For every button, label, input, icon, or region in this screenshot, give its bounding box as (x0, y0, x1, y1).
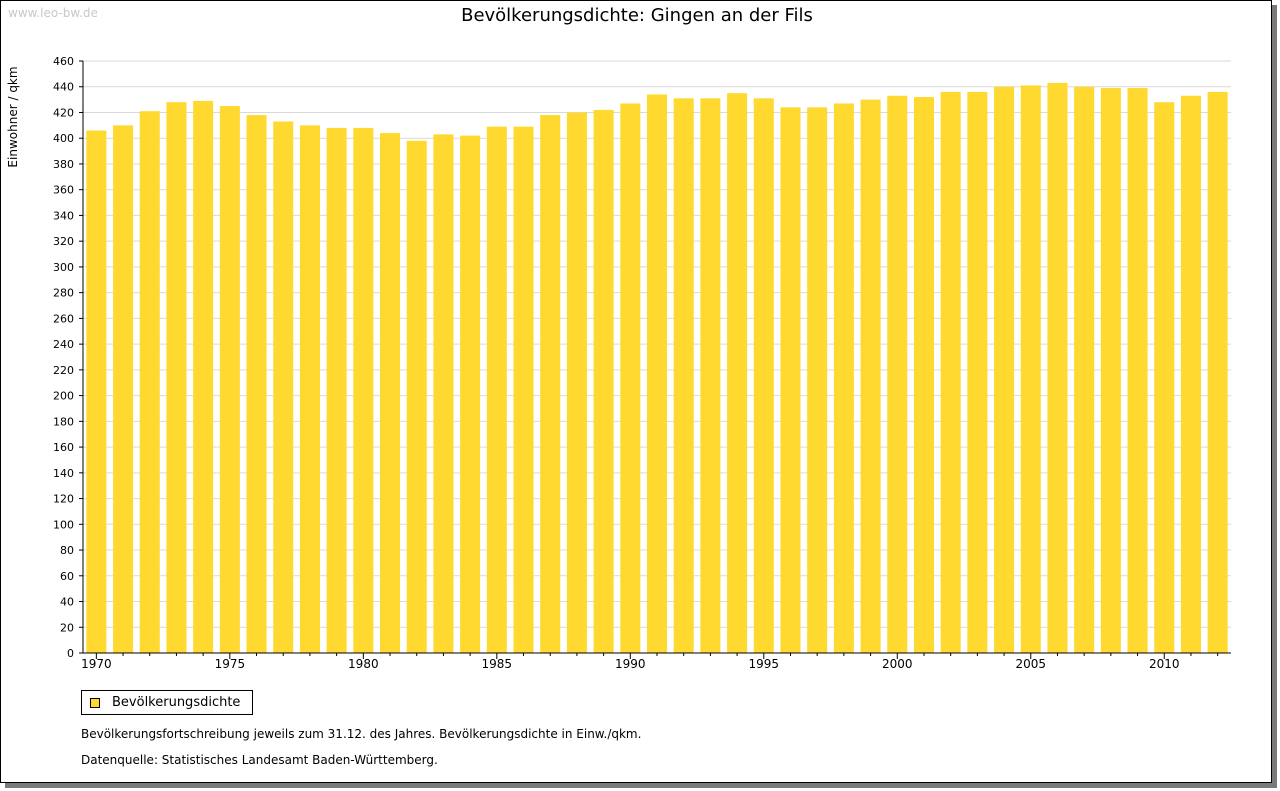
bar-1993 (700, 98, 721, 654)
watermark: www.leo-bw.de (8, 6, 98, 20)
bar-1991 (646, 94, 668, 653)
bar-1988 (566, 112, 587, 653)
bar-2007 (1074, 86, 1095, 653)
y-tick-label: 140 (53, 467, 74, 480)
y-tick-label: 440 (53, 81, 74, 94)
x-tick-label: 2010 (1149, 657, 1180, 671)
bar-1987 (540, 115, 561, 653)
bar-1999 (860, 99, 881, 653)
y-tick-label: 220 (53, 364, 74, 377)
bar-2011 (1180, 95, 1201, 654)
bar-2009 (1127, 88, 1148, 654)
x-tick-label: 1970 (81, 657, 112, 671)
x-tick-label: 1985 (482, 657, 513, 671)
bar-1997 (807, 107, 828, 653)
bar-2012 (1207, 91, 1228, 653)
legend: Bevölkerungsdichte (81, 690, 254, 715)
bar-2010 (1154, 102, 1175, 653)
y-tick-label: 400 (53, 132, 74, 145)
y-tick-label: 320 (53, 235, 74, 248)
bar-2005 (1020, 85, 1041, 654)
bar-2001 (913, 97, 934, 653)
x-tick-label: 1980 (348, 657, 379, 671)
bar-2004 (994, 86, 1015, 653)
bar-1986 (513, 126, 534, 654)
y-tick-label: 180 (53, 415, 74, 428)
bar-1973 (166, 102, 187, 653)
y-tick-label: 260 (53, 312, 74, 325)
bar-2006 (1047, 82, 1068, 654)
bar-1981 (380, 133, 401, 653)
y-tick-label: 420 (53, 106, 74, 119)
bar-2003 (967, 91, 988, 653)
bar-2000 (887, 95, 908, 654)
bar-1995 (753, 98, 774, 654)
bar-1983 (433, 134, 454, 654)
bar-1994 (727, 93, 748, 654)
legend-swatch (90, 697, 100, 708)
footnote-method: Bevölkerungsfortschreibung jeweils zum 3… (81, 727, 642, 741)
y-tick-label: 340 (53, 209, 74, 222)
bar-1990 (620, 103, 641, 654)
bar-1984 (460, 135, 481, 653)
y-tick-label: 160 (53, 441, 74, 454)
bar-1971 (113, 125, 134, 653)
bar-1976 (246, 115, 267, 653)
bar-1985 (486, 126, 507, 654)
x-tick-label: 1975 (215, 657, 246, 671)
bar-1982 (406, 140, 427, 653)
bar-1975 (219, 106, 240, 654)
y-tick-label: 460 (53, 55, 74, 68)
y-tick-label: 240 (53, 338, 74, 351)
bar-1992 (673, 98, 694, 654)
y-tick-label: 200 (53, 390, 74, 403)
y-tick-label: 380 (53, 158, 74, 171)
bar-1974 (193, 100, 214, 654)
bar-1979 (326, 127, 347, 653)
y-axis-label: Einwohner / qkm (6, 66, 20, 167)
x-tick-label: 1990 (615, 657, 646, 671)
bar-1998 (833, 103, 854, 654)
bar-1978 (299, 125, 320, 653)
bar-2002 (940, 91, 961, 653)
bar-1970 (86, 130, 107, 653)
footnote-source: Datenquelle: Statistisches Landesamt Bad… (81, 753, 438, 767)
bar-1980 (353, 127, 374, 653)
bar-1972 (139, 111, 160, 654)
bar-1996 (780, 107, 801, 653)
y-tick-label: 40 (60, 596, 74, 609)
bar-2008 (1100, 88, 1121, 654)
y-tick-label: 300 (53, 261, 74, 274)
legend-label: Bevölkerungsdichte (112, 695, 241, 710)
y-tick-label: 360 (53, 184, 74, 197)
chart-title: Bevölkerungsdichte: Gingen an der Fils (461, 5, 813, 26)
y-tick-label: 280 (53, 287, 74, 300)
y-tick-label: 20 (60, 621, 74, 634)
y-tick-label: 60 (60, 570, 74, 583)
bar-1989 (593, 109, 614, 653)
bar-1977 (273, 121, 294, 654)
x-tick-label: 2000 (882, 657, 913, 671)
x-tick-label: 1995 (749, 657, 780, 671)
y-tick-label: 120 (53, 493, 74, 506)
y-tick-label: 0 (67, 647, 74, 660)
y-tick-label: 80 (60, 544, 74, 557)
y-tick-label: 100 (53, 518, 74, 531)
x-tick-label: 2005 (1015, 657, 1046, 671)
